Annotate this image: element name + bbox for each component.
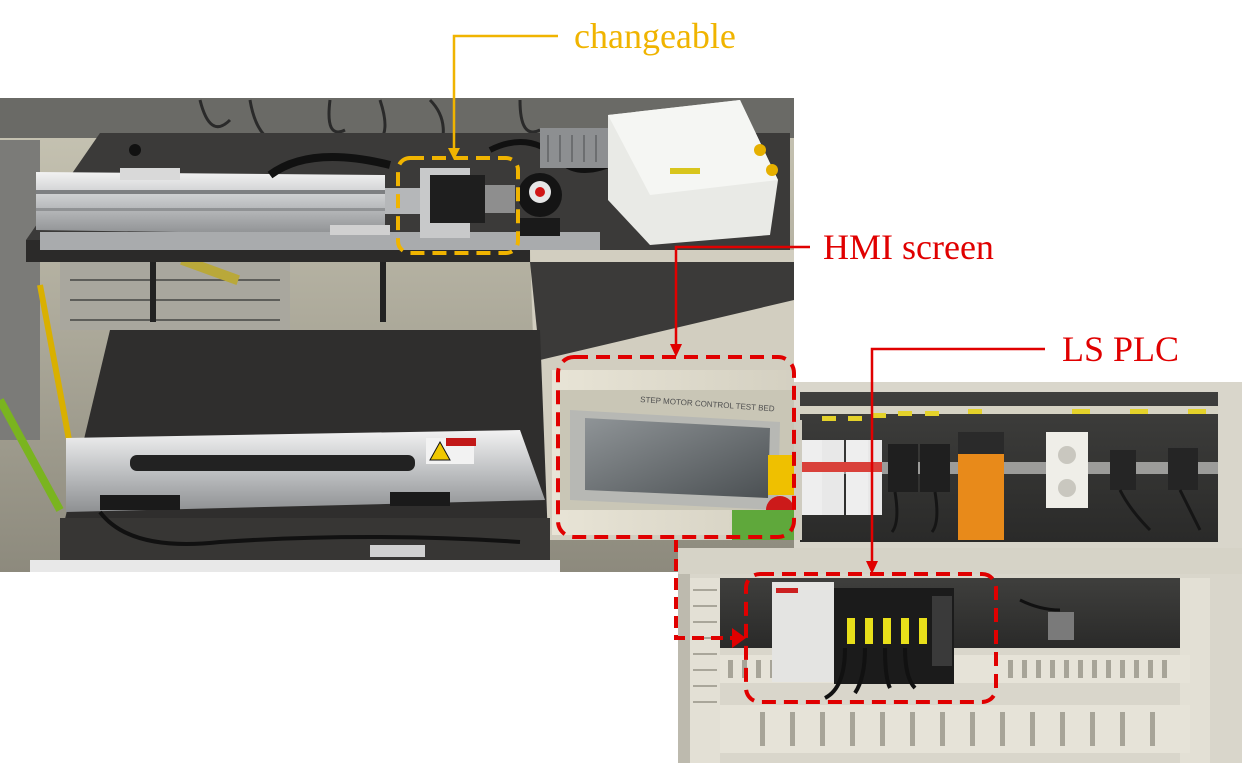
hmi-highlight-box [556, 355, 796, 539]
hmi-to-plc-link [674, 540, 734, 640]
hmi-leader-line [674, 245, 810, 352]
hmi-arrowhead [670, 344, 682, 357]
plc-leader-line [870, 347, 1045, 569]
hmi-screen-label: HMI screen [823, 227, 994, 267]
plc-arrowhead [866, 561, 878, 574]
ls-plc-label: LS PLC [1062, 329, 1180, 369]
plc-highlight-box [744, 572, 998, 704]
hmi-to-plc-arrowhead [732, 628, 746, 648]
changeable-label: changeable [574, 16, 736, 56]
changeable-leader-line [452, 34, 558, 156]
changeable-arrowhead [448, 148, 460, 160]
changeable-highlight-box [396, 156, 520, 255]
